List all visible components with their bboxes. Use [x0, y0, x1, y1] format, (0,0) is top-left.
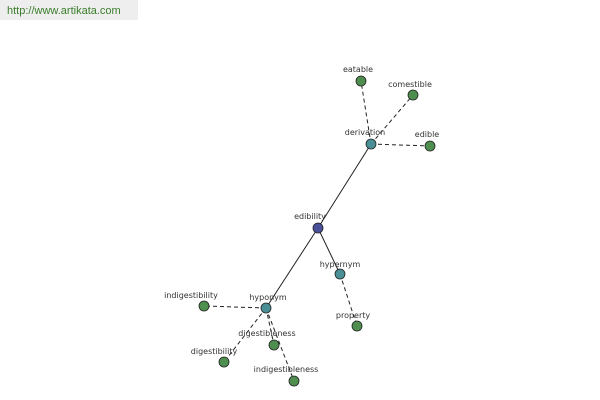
- edge: [370, 94, 414, 145]
- edge: [265, 227, 319, 309]
- node-label[interactable]: comestible: [388, 80, 432, 89]
- edges: [203, 80, 431, 382]
- edge: [339, 273, 358, 327]
- labels: edibility derivation eatable comestible …: [164, 65, 439, 374]
- node[interactable]: [424, 140, 436, 152]
- node[interactable]: [268, 339, 280, 351]
- node-label[interactable]: indigestibility: [164, 291, 218, 300]
- node[interactable]: [355, 75, 367, 87]
- node-label[interactable]: indigestibleness: [254, 365, 319, 374]
- node-label[interactable]: edible: [415, 130, 440, 139]
- edge: [317, 143, 372, 229]
- node-label[interactable]: property: [336, 311, 371, 320]
- node[interactable]: [198, 300, 210, 312]
- node[interactable]: [288, 375, 300, 387]
- node[interactable]: [407, 89, 419, 101]
- edge: [265, 307, 275, 346]
- node[interactable]: [260, 302, 272, 314]
- node[interactable]: [312, 222, 324, 234]
- edge: [265, 307, 295, 382]
- node-label[interactable]: hypernym: [320, 260, 361, 269]
- node-label[interactable]: edibility: [294, 212, 326, 221]
- edge: [203, 305, 267, 309]
- node-label[interactable]: digestibleness: [238, 329, 295, 338]
- url-banner: [0, 0, 138, 20]
- node-label[interactable]: digestibility: [191, 347, 238, 356]
- node[interactable]: [334, 268, 346, 280]
- node-label[interactable]: hyponym: [249, 293, 287, 302]
- node[interactable]: [365, 138, 377, 150]
- nodes: [198, 75, 436, 387]
- node[interactable]: [218, 356, 230, 368]
- edge: [360, 80, 372, 145]
- edge: [317, 227, 341, 275]
- edge: [370, 143, 431, 147]
- node[interactable]: [351, 320, 363, 332]
- edge: [223, 307, 267, 363]
- node-label[interactable]: derivation: [345, 128, 385, 137]
- site-url[interactable]: http://www.artikata.com: [7, 5, 121, 17]
- node-label[interactable]: eatable: [343, 65, 373, 74]
